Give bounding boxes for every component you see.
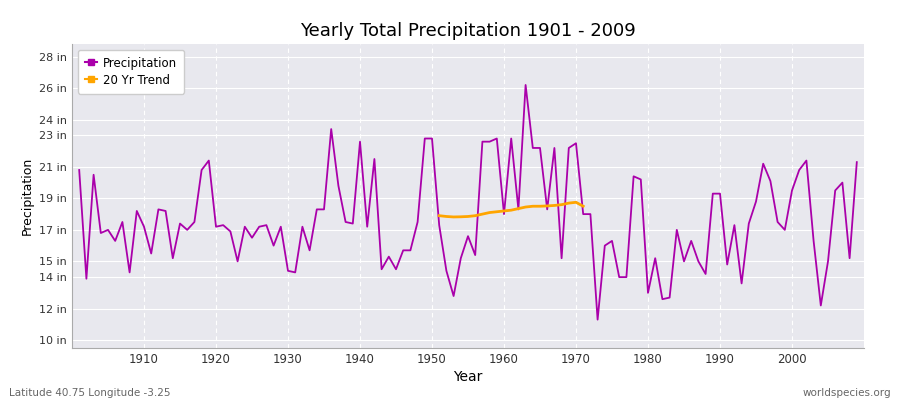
Y-axis label: Precipitation: Precipitation	[21, 157, 33, 235]
Text: worldspecies.org: worldspecies.org	[803, 388, 891, 398]
Title: Yearly Total Precipitation 1901 - 2009: Yearly Total Precipitation 1901 - 2009	[300, 22, 636, 40]
Legend: Precipitation, 20 Yr Trend: Precipitation, 20 Yr Trend	[78, 50, 184, 94]
X-axis label: Year: Year	[454, 370, 482, 384]
Text: Latitude 40.75 Longitude -3.25: Latitude 40.75 Longitude -3.25	[9, 388, 170, 398]
